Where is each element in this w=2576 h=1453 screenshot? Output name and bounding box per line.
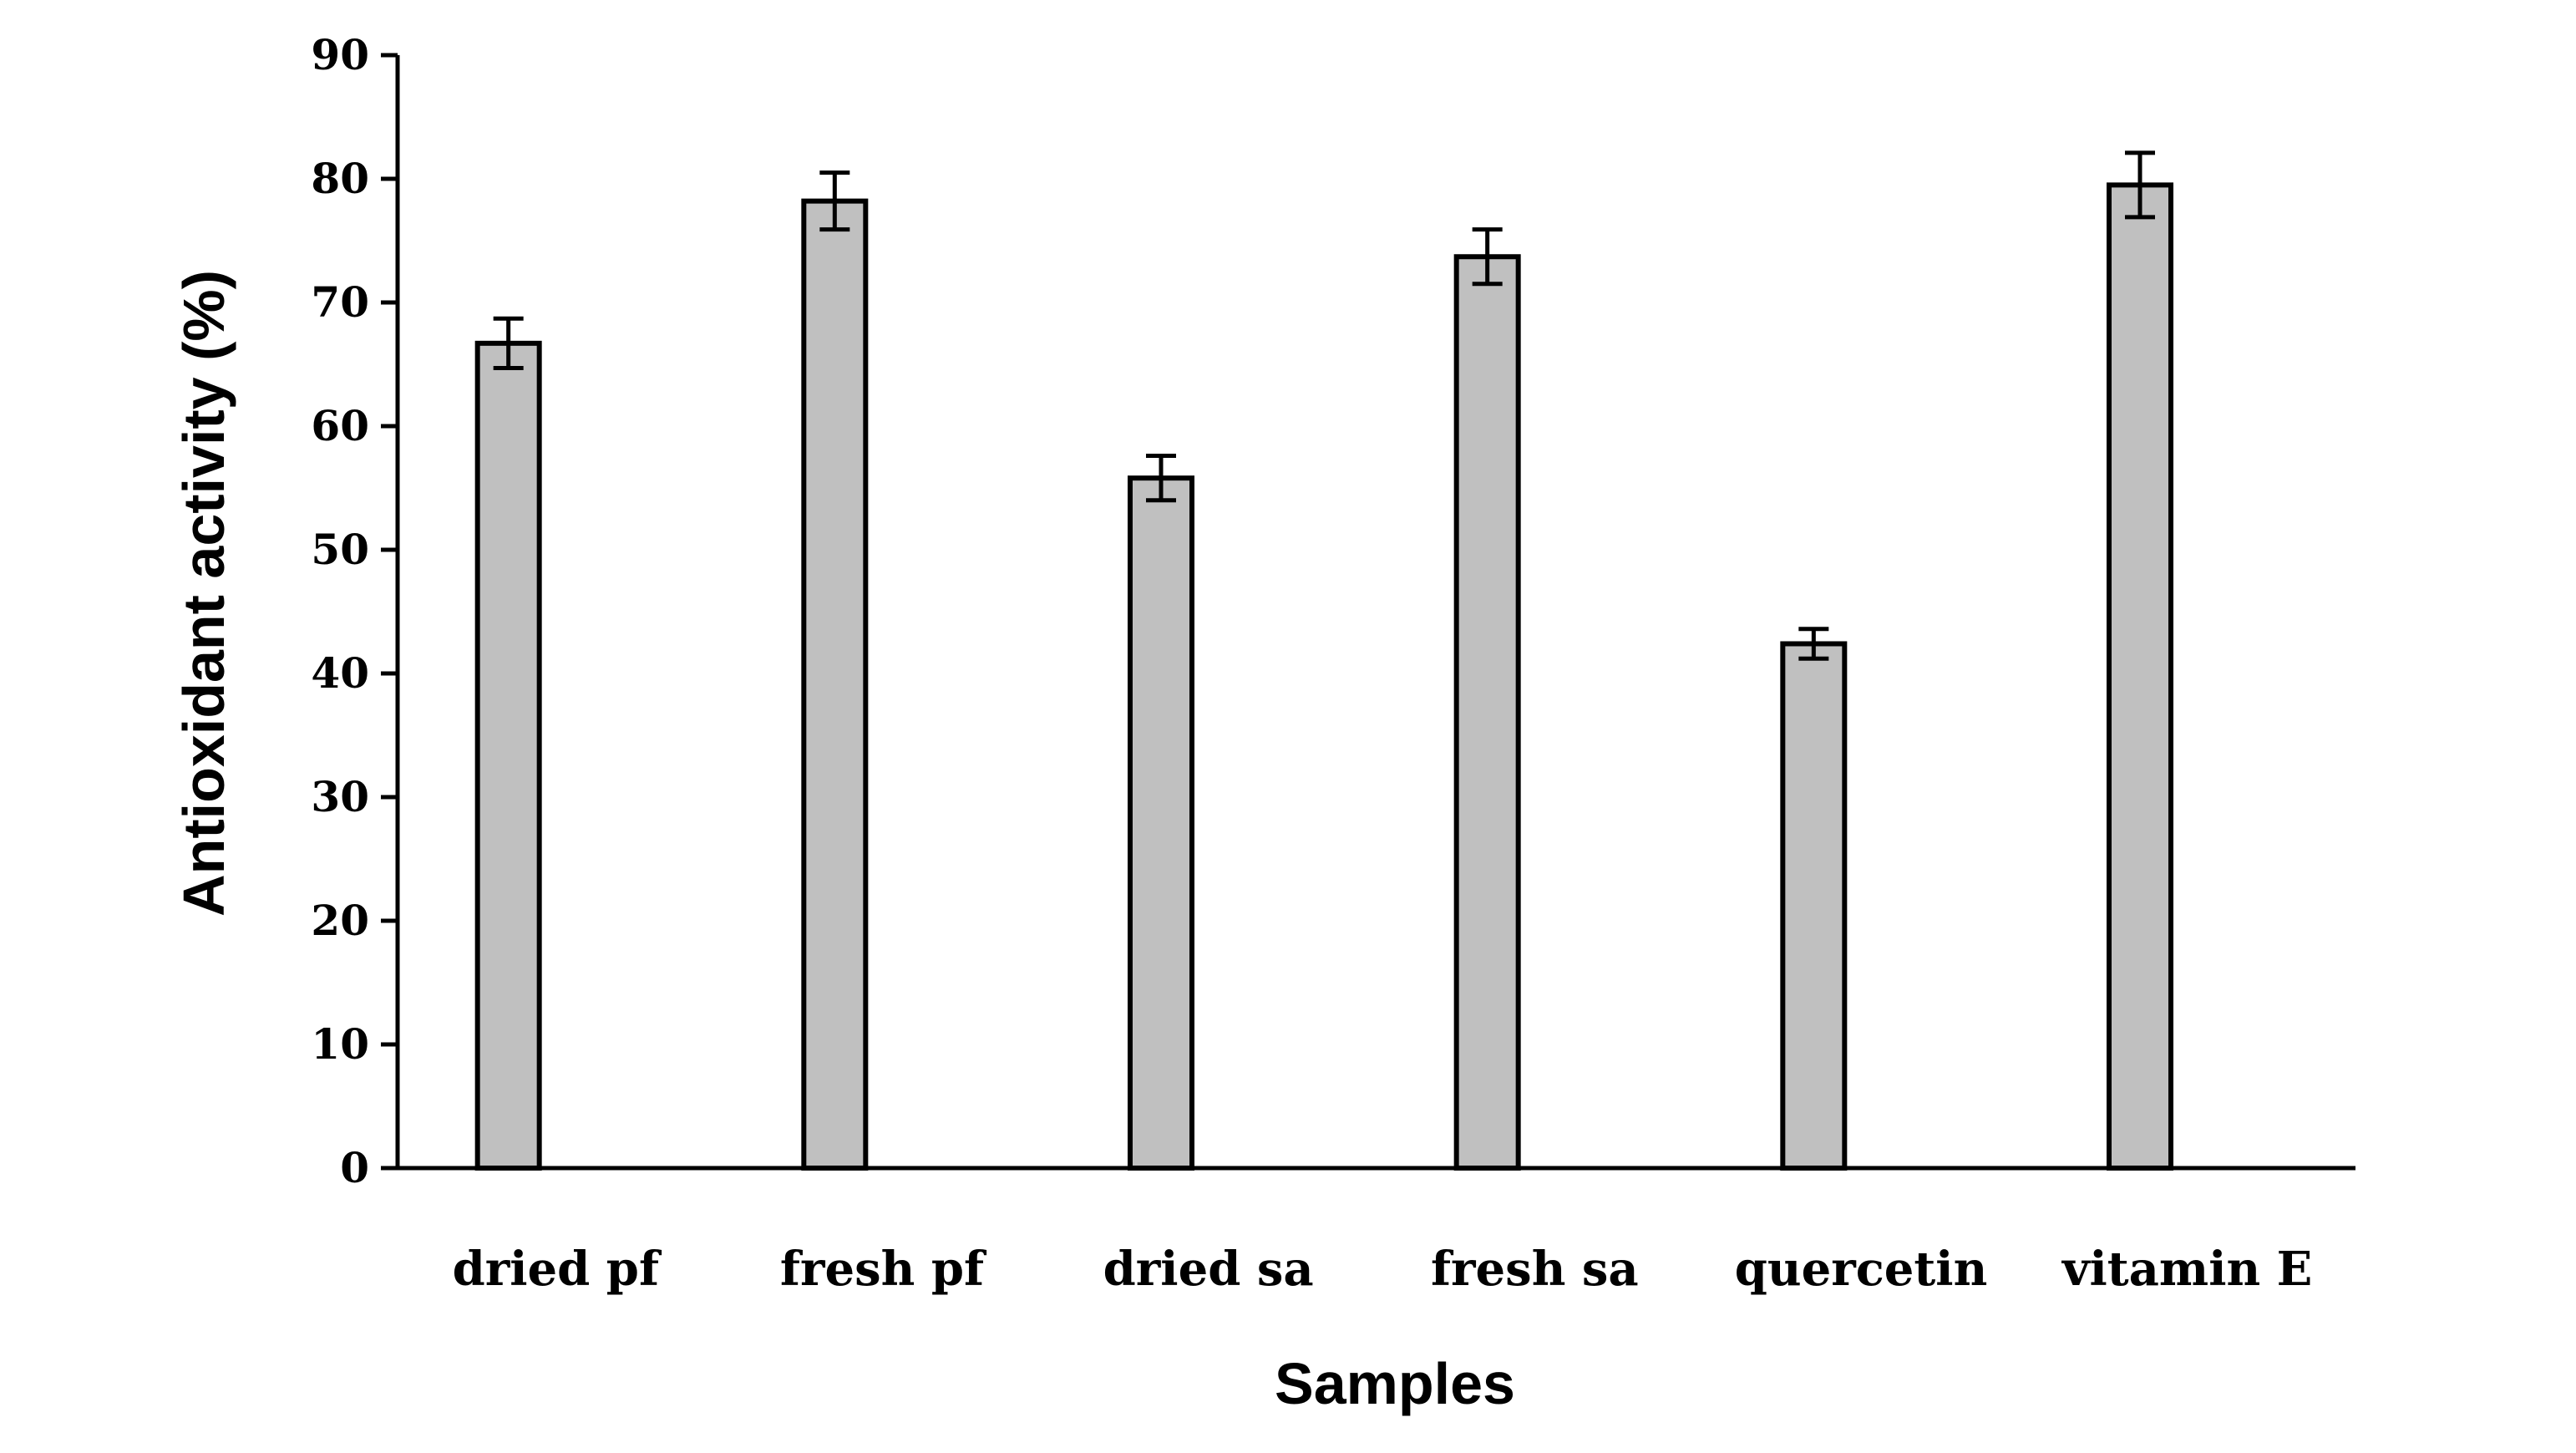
y-tick-label: 60 xyxy=(311,401,369,450)
y-tick-label: 10 xyxy=(311,1019,369,1069)
x-category-label: dried sa xyxy=(1103,1242,1314,1297)
x-category-label: fresh pf xyxy=(780,1242,987,1297)
x-category-label: quercetin xyxy=(1735,1242,1988,1297)
y-tick-label: 90 xyxy=(311,30,369,79)
y-tick-label: 40 xyxy=(311,648,369,698)
bar xyxy=(474,340,542,1171)
y-tick-label: 30 xyxy=(311,772,369,821)
y-axis-ticks: 0 10 20 30 40 50 60 70 80 90 xyxy=(311,30,398,1192)
y-tick-label: 20 xyxy=(311,896,369,945)
y-tick-label: 50 xyxy=(311,525,369,574)
x-category-label: dried pf xyxy=(453,1242,662,1297)
y-tick-label: 70 xyxy=(311,277,369,327)
x-category-label: vitamin E xyxy=(2061,1242,2312,1297)
bar xyxy=(801,198,869,1171)
x-axis-title: Samples xyxy=(1275,1351,1515,1416)
bar xyxy=(1780,641,1848,1171)
bar xyxy=(1453,254,1521,1171)
error-bars-group xyxy=(493,150,2155,661)
y-tick-label: 80 xyxy=(311,154,369,203)
bars-group xyxy=(474,182,2173,1171)
x-category-label: fresh sa xyxy=(1431,1242,1639,1297)
x-axis-category-labels: dried pf fresh pf dried sa fresh sa querceti… xyxy=(453,1242,2313,1297)
bar xyxy=(1128,475,1194,1171)
y-tick-label: 0 xyxy=(340,1143,369,1192)
y-axis-title: Antioxidant activity (%) xyxy=(171,270,236,917)
bar xyxy=(2107,182,2173,1171)
